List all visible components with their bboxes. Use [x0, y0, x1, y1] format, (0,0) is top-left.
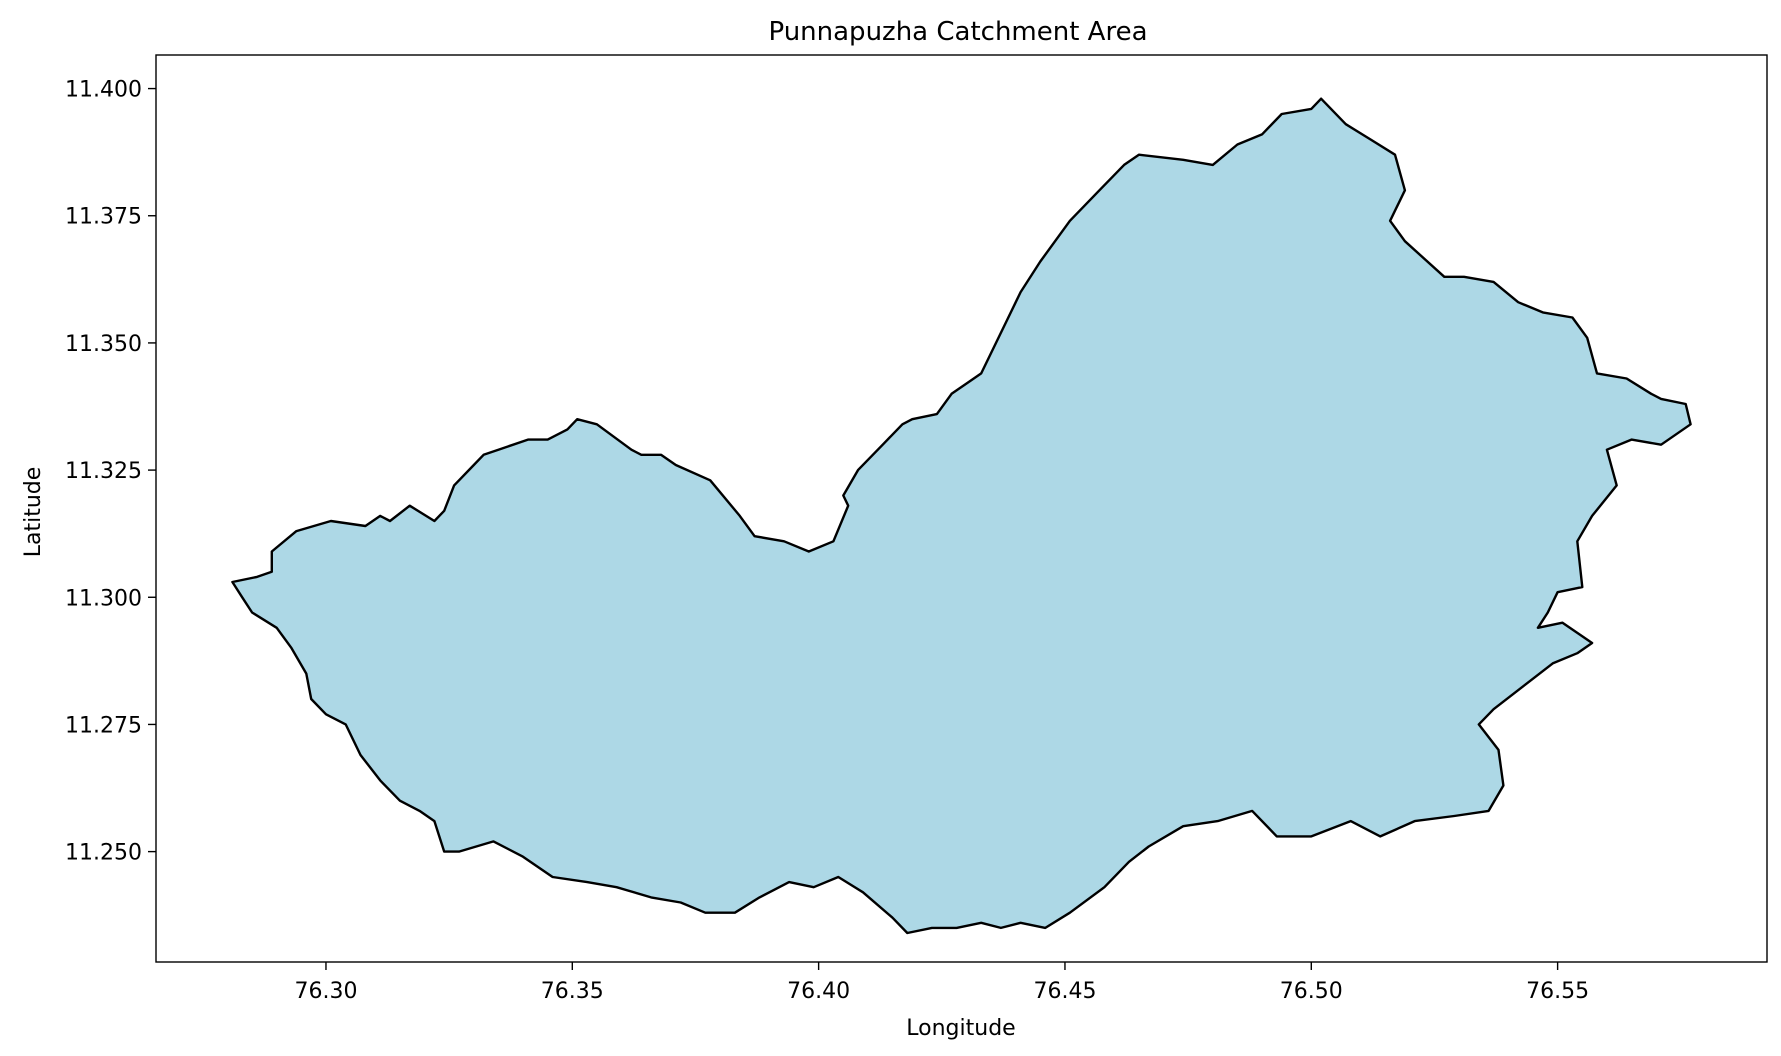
x-axis-title: Longitude: [906, 1016, 1015, 1041]
y-axis-title: Latitude: [21, 467, 46, 558]
y-tick-label: 11.400: [65, 78, 142, 103]
y-tick-label: 11.325: [65, 459, 142, 484]
y-tick-label: 11.250: [65, 841, 142, 866]
x-tick-label: 76.50: [1280, 979, 1343, 1004]
y-tick-label: 11.375: [65, 205, 142, 230]
y-axis: 11.250 11.275 11.300 11.325 11.350 11.375 11.4…: [65, 78, 156, 866]
x-tick-label: 76.35: [541, 979, 604, 1004]
x-tick-label: 76.45: [1033, 979, 1096, 1004]
y-tick-label: 11.350: [65, 332, 142, 357]
y-tick-label: 11.275: [65, 713, 142, 738]
y-tick-label: 11.300: [65, 586, 142, 611]
chart-title: Punnapuzha Catchment Area: [768, 17, 1147, 47]
x-tick-label: 76.55: [1526, 979, 1589, 1004]
catchment-polygon: [231, 97, 1692, 935]
x-tick-label: 76.40: [787, 979, 850, 1004]
x-tick-label: 76.30: [294, 979, 357, 1004]
x-axis: 76.30 76.35 76.40 76.45 76.50 76.55: [294, 962, 1589, 1004]
axes-frame: [155, 54, 1768, 963]
plot-area: [155, 54, 1768, 963]
